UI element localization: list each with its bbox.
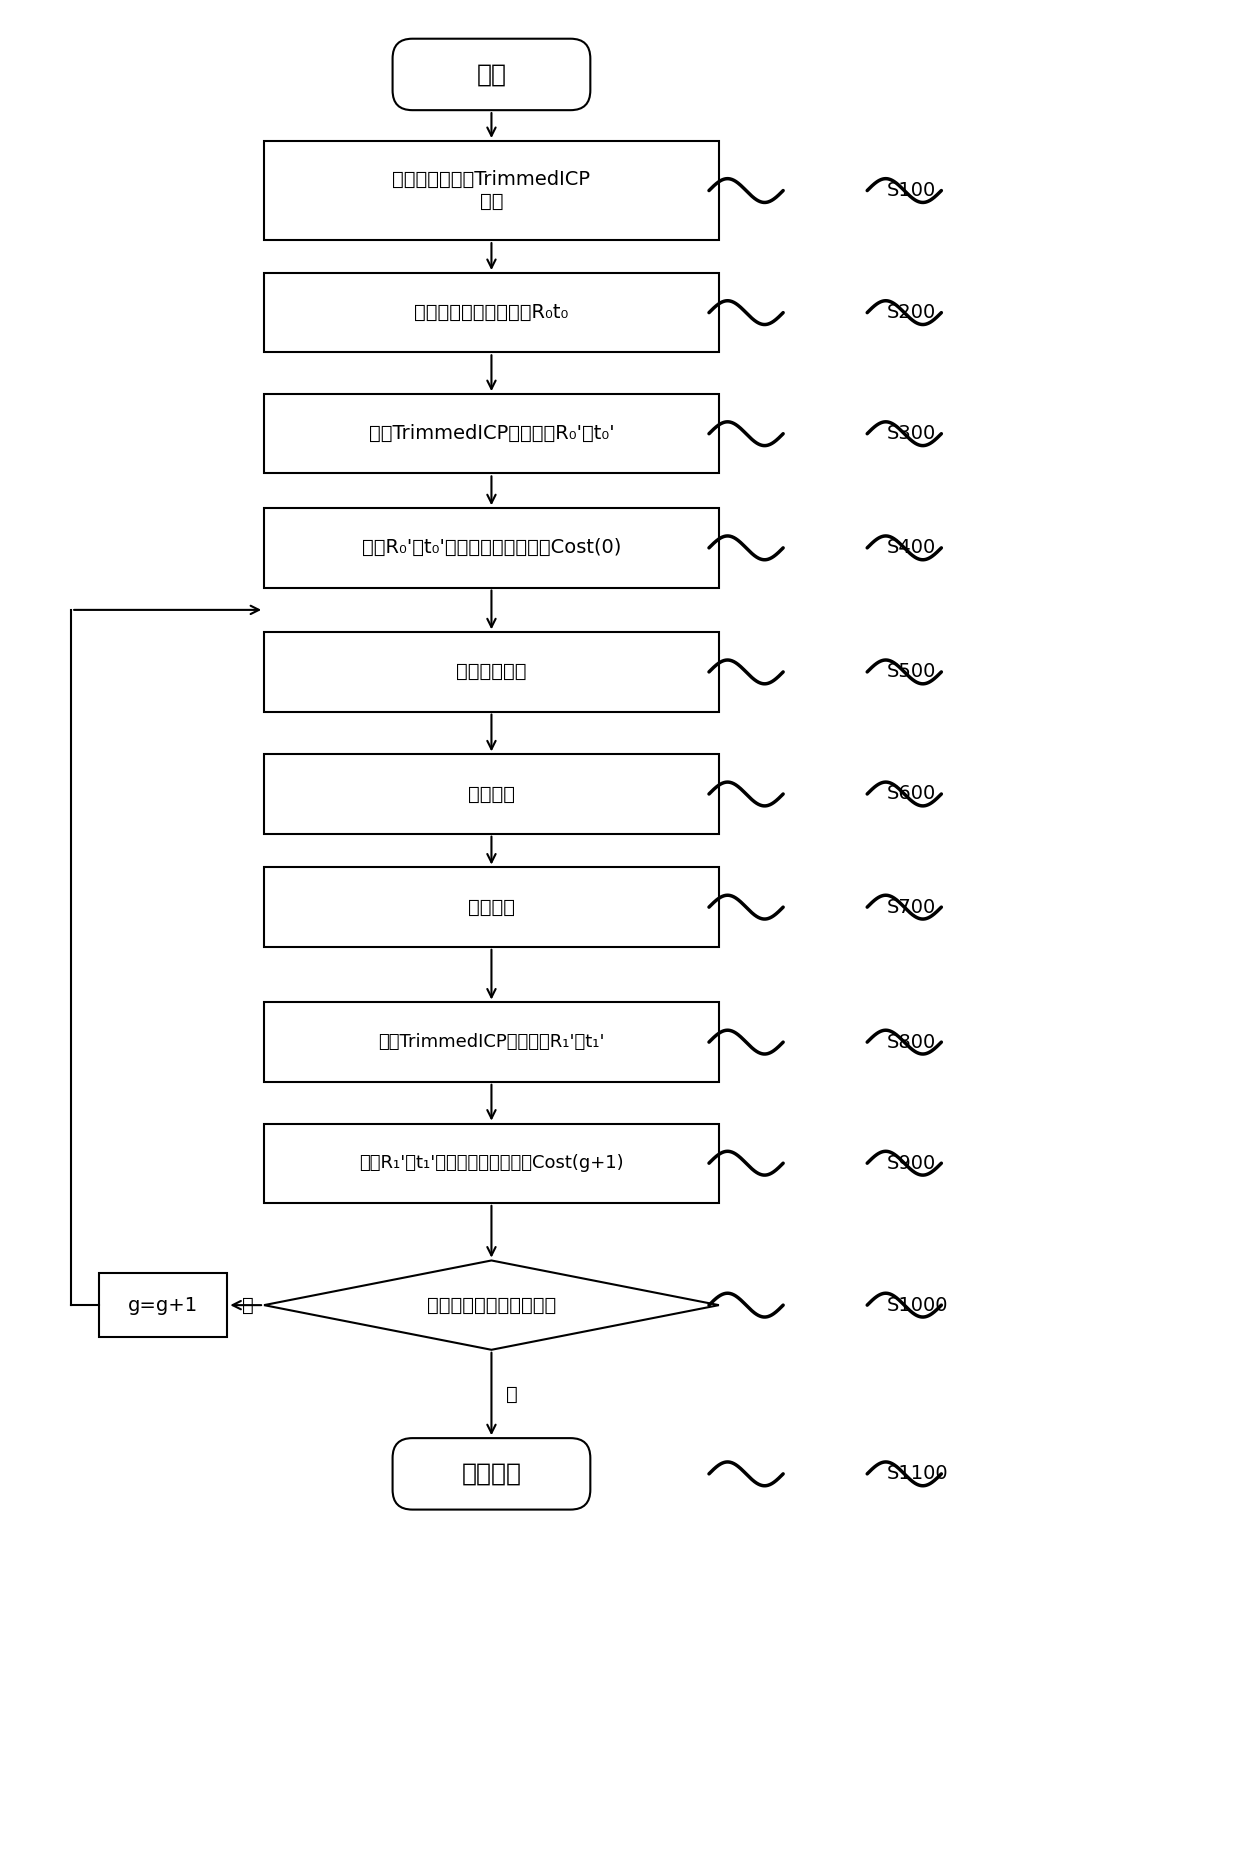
Bar: [264, 394, 719, 474]
Text: 通过TrimmedICP算法计算R₁'和t₁': 通过TrimmedICP算法计算R₁'和t₁': [378, 1033, 605, 1051]
Text: 根据R₀'和t₀'计算此时的配准代价Cost(0): 根据R₀'和t₀'计算此时的配准代价Cost(0): [362, 539, 621, 557]
Bar: [99, 1273, 227, 1338]
FancyBboxPatch shape: [393, 39, 590, 111]
Text: S500: S500: [887, 663, 936, 681]
Text: 最优结果: 最优结果: [461, 1462, 522, 1486]
Bar: [264, 272, 719, 352]
Bar: [264, 868, 719, 948]
Text: S600: S600: [887, 785, 936, 803]
Text: S200: S200: [887, 304, 936, 322]
Text: S300: S300: [887, 424, 936, 442]
Text: S700: S700: [887, 898, 936, 916]
Bar: [264, 141, 719, 241]
Text: 随机初始化种群转换为R₀t₀: 随机初始化种群转换为R₀t₀: [414, 304, 569, 322]
Text: 判断是否满足终止条件？: 判断是否满足终止条件？: [427, 1296, 556, 1314]
FancyBboxPatch shape: [393, 1438, 590, 1510]
Text: S400: S400: [887, 539, 936, 557]
Text: 设置差分进化和TrimmedICP
参数: 设置差分进化和TrimmedICP 参数: [392, 170, 590, 211]
Text: S1000: S1000: [887, 1296, 949, 1314]
Text: 根据R₁'和t₁'计算此时的配准代价Cost(g+1): 根据R₁'和t₁'计算此时的配准代价Cost(g+1): [360, 1155, 624, 1172]
Text: S800: S800: [887, 1033, 936, 1051]
Text: g=g+1: g=g+1: [128, 1296, 198, 1314]
Text: 交叉操作: 交叉操作: [467, 785, 515, 803]
Text: 否: 否: [242, 1296, 254, 1314]
Text: 种群变异操作: 种群变异操作: [456, 663, 527, 681]
Text: 选择操作: 选择操作: [467, 898, 515, 916]
Bar: [264, 633, 719, 711]
Text: S1100: S1100: [887, 1464, 949, 1483]
Bar: [264, 1124, 719, 1203]
Text: 通过TrimmedICP算法计算R₀'和t₀': 通过TrimmedICP算法计算R₀'和t₀': [368, 424, 614, 442]
Text: 是: 是: [506, 1385, 518, 1403]
Bar: [264, 1003, 719, 1081]
Text: 开始: 开始: [476, 63, 506, 87]
Text: S100: S100: [887, 181, 936, 200]
Bar: [264, 755, 719, 833]
Text: S900: S900: [887, 1153, 936, 1174]
Polygon shape: [264, 1261, 719, 1349]
Bar: [264, 509, 719, 587]
